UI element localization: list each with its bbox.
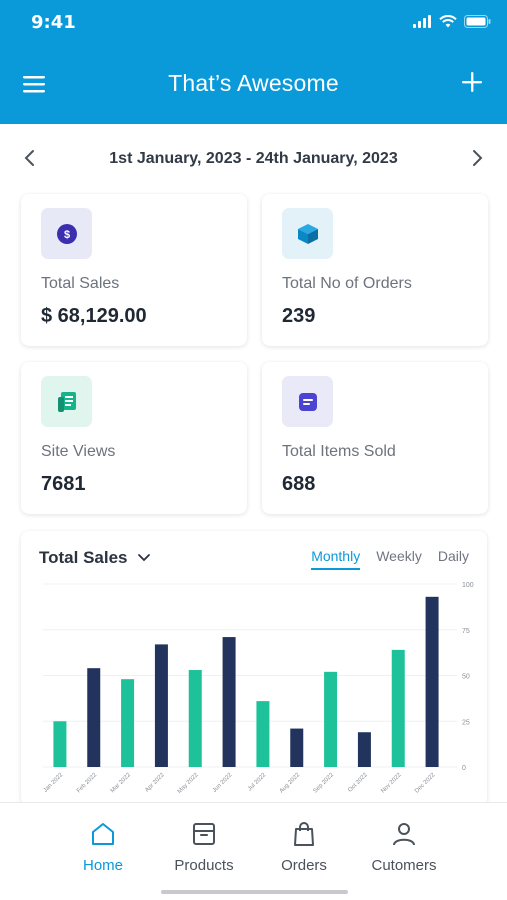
shopping-bag-icon [294,822,314,846]
hamburger-menu-icon[interactable] [22,72,48,96]
bar [121,679,135,767]
x-tick-label: Aug 2022 [279,772,302,795]
nav-label: Orders [281,857,327,874]
x-tick-label: Nov 2022 [380,772,403,795]
package-icon [193,823,215,845]
chart-title-dropdown[interactable]: Total Sales [39,548,152,568]
chart-title: Total Sales [39,548,128,567]
chevron-right-icon[interactable] [467,148,487,168]
stat-icon-box [41,376,92,427]
tab-monthly[interactable]: Monthly [311,548,361,570]
stat-card-items-sold[interactable]: Total Items Sold 688 [262,362,488,514]
x-tick-label: May 2022 [177,772,200,795]
stat-card-site-views[interactable]: Site Views 7681 [21,362,247,514]
stat-label: Total No of Orders [282,275,412,292]
bottom-navigation: Home Products Orders Cutomers [0,802,507,900]
bar [154,644,168,767]
chart-period-tabs: Monthly Weekly Daily [311,548,469,570]
stat-icon-box: $ [41,208,92,259]
stat-icon-box [282,208,333,259]
stat-value: 688 [282,473,316,495]
stat-value: $ 68,129.00 [41,305,147,327]
x-tick-label: Feb 2022 [76,772,99,795]
status-icons [413,15,491,28]
x-tick-label: Sep 2022 [313,772,336,795]
nav-customers[interactable]: Cutomers [354,819,454,874]
status-bar: 9:41 [31,12,491,34]
tab-daily[interactable]: Daily [437,548,469,564]
box-icon [297,223,318,244]
bar [290,728,304,767]
add-icon[interactable] [461,71,483,93]
bar [53,721,67,767]
y-tick-label: 75 [462,628,470,635]
y-tick-label: 0 [462,765,466,772]
nav-home[interactable]: Home [53,819,153,874]
stat-card-total-sales[interactable]: $ Total Sales $ 68,129.00 [21,194,247,346]
bar [357,732,371,767]
nav-orders[interactable]: Orders [254,819,354,874]
navigation-bar: That’s Awesome [0,62,507,106]
nav-label: Home [82,857,123,874]
tab-weekly[interactable]: Weekly [376,548,422,564]
date-range-selector: 1st January, 2023 - 24th January, 2023 [0,142,507,176]
wifi-icon [439,15,457,28]
dollar-coin-icon: $ [56,223,77,244]
bar [222,637,236,767]
bar [391,649,405,767]
status-time: 9:41 [31,12,76,33]
stat-value: 239 [282,305,316,327]
svg-text:$: $ [63,229,69,241]
app-header: 9:41 That’s Aweso [0,0,507,124]
stat-label: Total Items Sold [282,443,396,460]
x-tick-label: Jun 2022 [212,772,234,794]
x-tick-label: Apr 2022 [144,772,166,794]
home-icon [92,823,114,845]
x-tick-label: Oct 2022 [347,772,369,794]
bar [188,670,202,767]
y-tick-label: 25 [462,719,470,726]
x-tick-label: Jan 2022 [43,772,65,794]
chevron-down-icon [137,554,150,562]
x-tick-label: Dec 2022 [414,772,437,795]
battery-icon [464,15,491,28]
stat-label: Total Sales [41,275,120,292]
sales-bar-chart: 0 25 50 75 100 Jan 2022 Feb 2022 Mar 2022 Apr 20… [43,582,474,795]
bar [425,596,439,767]
x-tick-label: Mar 2022 [110,772,133,795]
bar [324,671,338,767]
signal-icon [413,15,431,28]
message-icon [298,392,317,411]
chevron-left-icon[interactable] [20,148,40,168]
nav-products[interactable]: Products [154,819,254,874]
y-tick-label: 100 [462,582,474,589]
user-icon [393,823,415,846]
sales-chart-card: Total Sales Monthly Weekly Daily 0 25 50 75… [21,531,487,806]
bar [256,701,270,767]
stat-value: 7681 [41,473,86,495]
y-tick-label: 50 [462,674,470,681]
stat-card-total-orders[interactable]: Total No of Orders 239 [262,194,488,346]
nav-label: Cutomers [371,857,437,874]
nav-label: Products [174,857,234,874]
stat-label: Site Views [41,443,116,460]
stat-icon-box [282,376,333,427]
receipt-icon [57,391,76,412]
page-title: That’s Awesome [168,70,339,96]
home-indicator [161,890,348,894]
x-tick-label: Jul 2022 [247,772,268,793]
date-range-label: 1st January, 2023 - 24th January, 2023 [109,150,398,167]
bar [87,668,101,767]
